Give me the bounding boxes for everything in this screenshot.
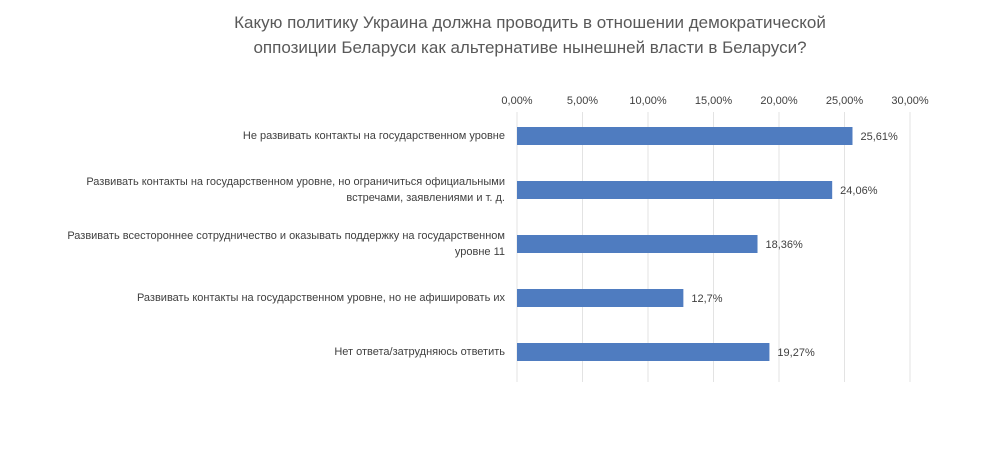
x-tick-label: 10,00% [629,95,667,107]
x-tick-label: 0,00% [501,95,533,107]
data-label: 18,36% [765,239,803,251]
x-tick-label: 15,00% [694,95,733,107]
data-label: 24,06% [840,185,878,197]
x-tick-label: 25,00% [825,95,864,107]
x-tick-label: 30,00% [891,95,929,107]
data-label: 19,27% [777,347,815,359]
bar [517,181,833,199]
category-label: Развивать контакты на государственном ур… [86,176,505,204]
bar [517,235,758,253]
x-tick-label: 20,00% [760,95,798,107]
data-label: 12,7% [691,293,723,305]
category-label: Развивать контакты на государственном ур… [136,292,505,304]
category-label: Развивать всестороннее сотрудничество и … [67,230,505,258]
x-tick-label: 5,00% [566,95,599,107]
chart-title: Какую политику Украина должна проводить … [234,13,826,57]
data-label: 25,61% [860,131,898,143]
bar [517,343,770,361]
bar [517,127,853,145]
category-label: Нет ответа/затрудняюсь ответить [334,346,505,358]
category-label: Не развивать контакты на государственном… [242,130,505,142]
bar [517,289,684,307]
